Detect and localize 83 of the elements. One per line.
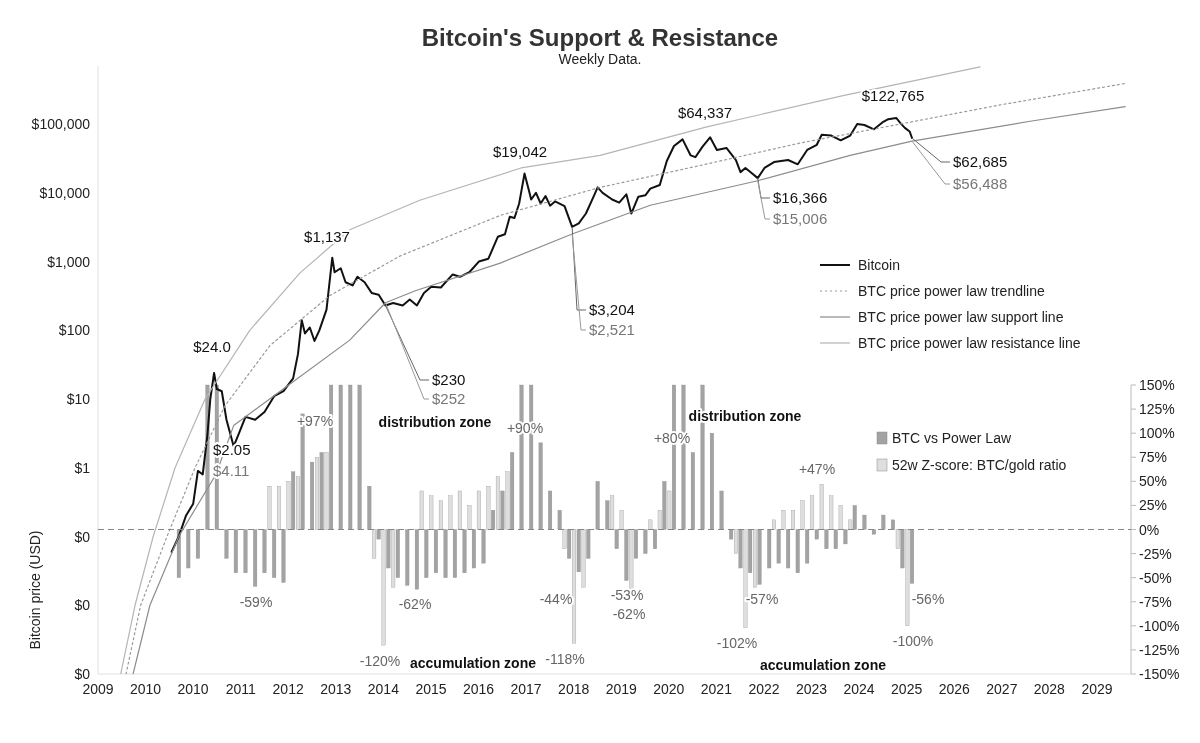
annotation: -57%: [745, 591, 779, 607]
annotation: -62%: [398, 596, 432, 612]
legend-label: Bitcoin: [858, 257, 901, 273]
x-tick-label: 2028: [1033, 681, 1066, 697]
annotation: accumulation zone: [409, 655, 537, 671]
x-tick-label: 2014: [367, 681, 400, 697]
x-tick-label: 2023: [796, 681, 828, 697]
annotation: -53%: [610, 587, 644, 603]
x-tick-label: 2011: [225, 681, 256, 697]
y-tick-label: $10: [66, 391, 91, 408]
annotation: -100%: [892, 633, 934, 649]
y-axis-title: Bitcoin price (USD): [27, 530, 43, 650]
y-tick-label: $10,000: [39, 184, 91, 201]
annotation: $3,204: [589, 301, 635, 318]
y-tick-label: $0: [74, 528, 91, 545]
annotation: -118%: [545, 651, 585, 667]
y2-tick-label: -75%: [1139, 593, 1172, 610]
x-tick-label: 2019: [605, 681, 638, 697]
x-tick-label: 2010: [177, 681, 209, 697]
annotation: $2.05: [213, 441, 251, 458]
annotation: $19,042: [492, 143, 548, 160]
annotation: -56%: [911, 591, 945, 607]
y2-tick-label: 50%: [1139, 473, 1168, 490]
y2-tick-label: 125%: [1139, 401, 1175, 418]
x-tick-label: 2020: [653, 681, 685, 697]
legend-label: BTC price power law trendline: [858, 283, 1045, 299]
annotation: -44%: [539, 591, 573, 607]
annotation: $16,366: [773, 189, 828, 206]
x-tick-label: 2010: [130, 681, 162, 697]
x-tick-label: 2021: [700, 681, 733, 697]
annotation: accumulation zone: [759, 657, 887, 673]
x-tick-label: 2016: [462, 681, 495, 697]
legend-label: BTC vs Power Law: [892, 430, 1012, 446]
x-tick-label: 2012: [272, 681, 304, 697]
x-tick-label: 2025: [891, 681, 923, 697]
legend-label: BTC price power law support line: [858, 309, 1064, 325]
annotation: $2,521: [589, 321, 635, 338]
y2-tick-label: -150%: [1139, 666, 1180, 682]
annotation: +47%: [798, 461, 836, 477]
y2-tick-label: 100%: [1139, 425, 1175, 442]
x-tick-label: 2013: [320, 681, 352, 697]
y2-tick-label: 75%: [1139, 449, 1168, 466]
annotation: $56,488: [953, 175, 1008, 192]
legend-label: 52w Z-score: BTC/gold ratio: [892, 457, 1067, 473]
y2-tick-label: -50%: [1139, 569, 1172, 586]
x-tick-label: 2027: [986, 681, 1018, 697]
y2-tick-label: -125%: [1139, 641, 1180, 658]
annotation: distribution zone: [378, 414, 492, 430]
x-tick-label: 2026: [938, 681, 971, 697]
y2-tick-label: -100%: [1139, 617, 1180, 634]
legend-label: BTC price power law resistance line: [858, 335, 1081, 351]
y2-tick-label: 0%: [1139, 521, 1160, 538]
y2-tick-label: -25%: [1139, 545, 1172, 562]
annotation: $122,765: [861, 87, 925, 104]
annotation: -102%: [716, 635, 758, 651]
annotation: $15,006: [773, 210, 828, 227]
annotation: $252: [432, 390, 466, 407]
x-tick-label: 2018: [558, 681, 590, 697]
annotation: -120%: [359, 653, 401, 669]
x-tick-label: 2029: [1081, 681, 1113, 697]
x-tick-label: 2022: [748, 681, 780, 697]
y2-tick-label: 150%: [1139, 377, 1175, 393]
y-tick-label: $0: [74, 597, 91, 614]
annotation: distribution zone: [688, 408, 802, 424]
y-tick-label: $1: [74, 459, 91, 476]
annotation: $62,685: [953, 153, 1008, 170]
annotation: $24.0: [193, 338, 231, 355]
y-tick-label: $0: [74, 666, 91, 682]
chart-title: Bitcoin's Support & Resistance: [421, 24, 779, 51]
x-tick-label: 2009: [82, 681, 114, 697]
annotation: -59%: [239, 594, 273, 610]
x-tick-label: 2017: [510, 681, 542, 697]
chart-subtitle: Weekly Data.: [558, 51, 642, 67]
annotation: $1,137: [304, 228, 350, 245]
y-tick-label: $100,000: [31, 116, 91, 133]
y-tick-label: $1,000: [47, 253, 91, 270]
annotation: $64,337: [677, 104, 733, 121]
x-tick-label: 2024: [843, 681, 875, 697]
annotation: $230: [432, 371, 466, 388]
x-tick-label: 2015: [415, 681, 447, 697]
y-tick-label: $100: [58, 322, 91, 339]
y2-tick-label: 25%: [1139, 497, 1168, 514]
annotation: -62%: [612, 606, 646, 622]
